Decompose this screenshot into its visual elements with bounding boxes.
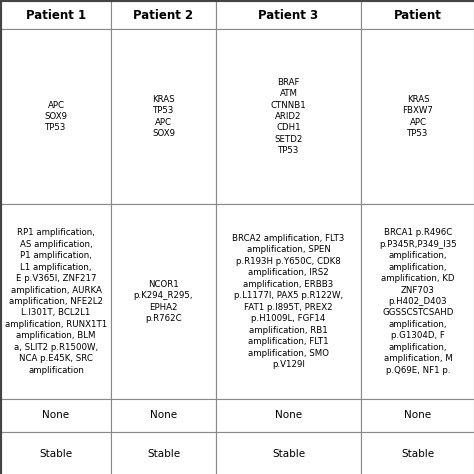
Bar [1, 399, 111, 432]
Bar [361, 1, 474, 29]
Bar [1, 29, 111, 204]
Bar [361, 204, 474, 399]
Text: NCOR1
p.K294_R295,
EPHA2
p.R762C: NCOR1 p.K294_R295, EPHA2 p.R762C [134, 280, 193, 323]
Bar [111, 399, 216, 432]
Text: Stable: Stable [39, 449, 73, 459]
Text: None: None [43, 410, 70, 420]
Text: RP1 amplification,
AS amplification,
P1 amplification,
L1 amplification,
E p.V36: RP1 amplification, AS amplification, P1 … [5, 228, 107, 375]
Text: Patient: Patient [394, 9, 442, 21]
Bar [1, 1, 111, 29]
Text: None: None [404, 410, 431, 420]
Text: APC
SOX9
TP53: APC SOX9 TP53 [45, 100, 67, 132]
Bar [361, 29, 474, 204]
Bar [111, 204, 216, 399]
Bar [111, 1, 216, 29]
Text: Patient 2: Patient 2 [134, 9, 193, 21]
Text: BRCA2 amplification, FLT3
amplification, SPEN
p.R193H p.Y650C, CDK8
amplificatio: BRCA2 amplification, FLT3 amplification,… [232, 234, 345, 369]
Text: None: None [275, 410, 302, 420]
Text: Stable: Stable [272, 449, 305, 459]
Bar [111, 432, 216, 474]
Text: Patient 3: Patient 3 [258, 9, 319, 21]
Bar [216, 432, 361, 474]
Text: KRAS
FBXW7
APC
TP53: KRAS FBXW7 APC TP53 [402, 95, 433, 138]
Text: Stable: Stable [401, 449, 435, 459]
Bar [361, 432, 474, 474]
Text: BRCA1 p.R496C
p.P345R,P349_I35
amplification,
amplification,
amplification, KD
Z: BRCA1 p.R496C p.P345R,P349_I35 amplifica… [379, 228, 457, 375]
Text: KRAS
TP53
APC
SOX9: KRAS TP53 APC SOX9 [152, 95, 175, 138]
Bar [1, 204, 111, 399]
Text: BRAF
ATM
CTNNB1
ARID2
CDH1
SETD2
TP53: BRAF ATM CTNNB1 ARID2 CDH1 SETD2 TP53 [271, 78, 306, 155]
Text: Stable: Stable [147, 449, 180, 459]
Bar [111, 29, 216, 204]
Bar [361, 399, 474, 432]
Text: None: None [150, 410, 177, 420]
Bar [1, 432, 111, 474]
Bar [216, 204, 361, 399]
Bar [216, 399, 361, 432]
Text: Patient 1: Patient 1 [26, 9, 86, 21]
Bar [216, 29, 361, 204]
Bar [216, 1, 361, 29]
